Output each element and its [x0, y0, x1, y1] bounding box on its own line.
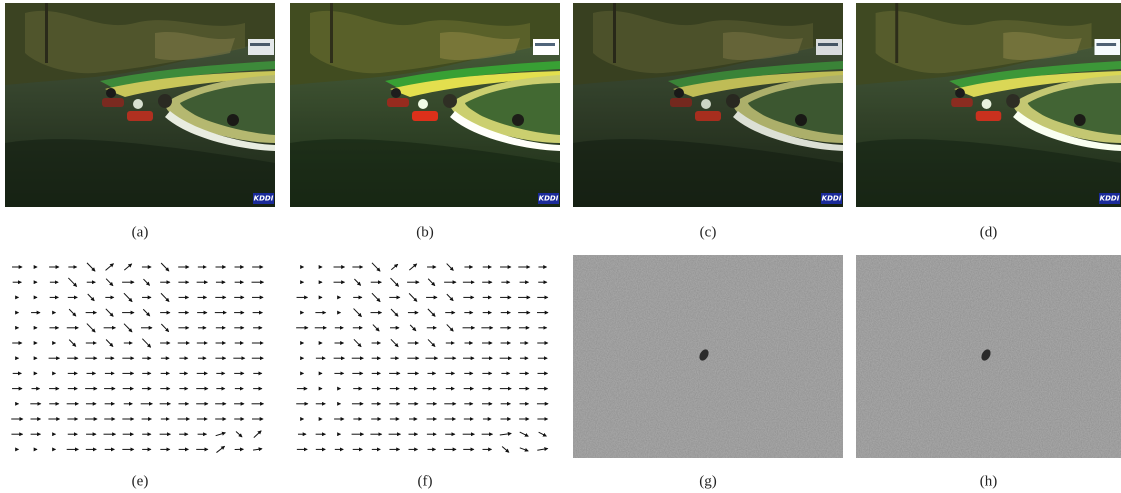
caption: (d): [980, 224, 998, 240]
panel: [5, 255, 275, 458]
caption: (e): [132, 473, 149, 489]
figure: KDDI (a) KDDI (b) KDDI (c) KDDI (d) (e) (f) (g) (h): [0, 0, 1121, 493]
photo: [5, 3, 275, 207]
caption: (g): [699, 473, 717, 489]
flow-field: [290, 255, 560, 458]
logo: KDDI: [822, 195, 842, 203]
caption: (b): [416, 224, 434, 240]
panel: [856, 255, 1121, 458]
panel: [573, 255, 843, 458]
caption: (a): [132, 224, 149, 240]
panel: KDDI: [5, 3, 275, 207]
photo: [856, 3, 1121, 207]
photo: [290, 3, 560, 207]
residual-image: [573, 255, 843, 458]
logo: KDDI: [539, 195, 559, 203]
photo: [573, 3, 843, 207]
logo: KDDI: [1100, 195, 1120, 203]
panel: KDDI: [573, 3, 843, 207]
caption: (c): [700, 224, 717, 240]
panel: [290, 255, 560, 458]
panel: KDDI: [856, 3, 1121, 207]
logo: KDDI: [254, 195, 274, 203]
panel: KDDI: [290, 3, 560, 207]
caption: (f): [418, 473, 433, 489]
flow-field: [5, 255, 275, 458]
caption: (h): [980, 473, 998, 489]
